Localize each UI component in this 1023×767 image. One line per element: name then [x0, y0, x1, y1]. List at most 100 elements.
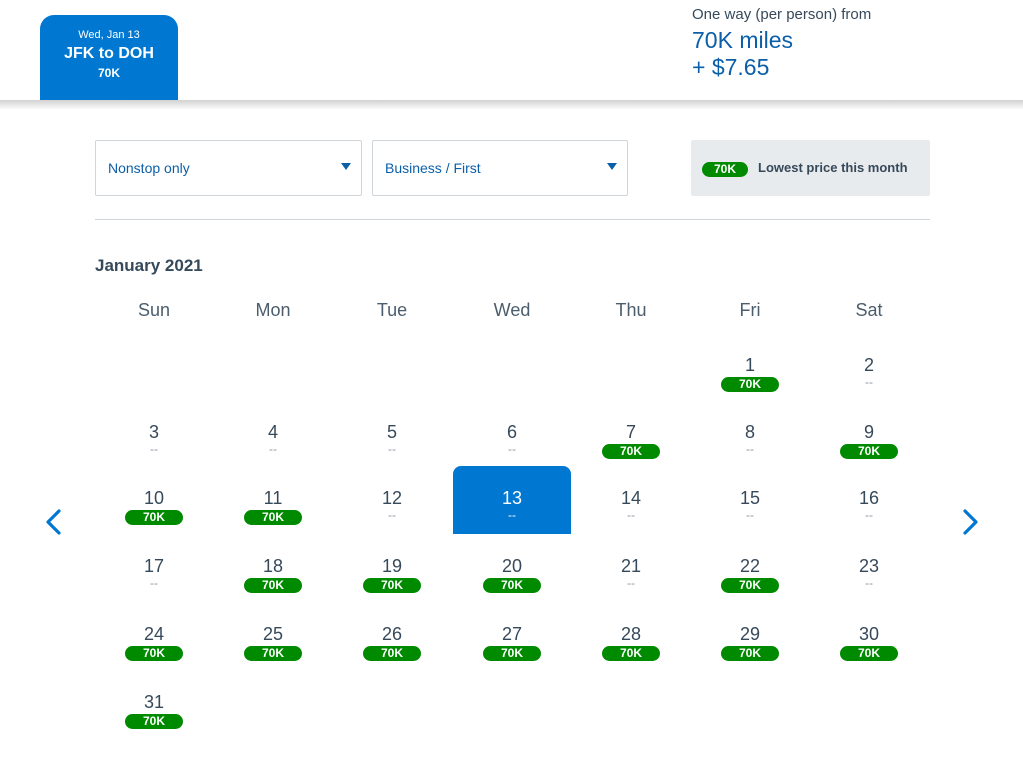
price-badge: 70K [363, 646, 421, 661]
weekday-sat: Sat [855, 300, 883, 320]
day-number: 20 [501, 556, 523, 576]
price-badge: 70K [125, 714, 183, 729]
month-title: January 2021 [95, 256, 203, 275]
no-price-indicator: -- [269, 442, 277, 456]
calendar-day-29[interactable]: 29 70K [691, 616, 809, 682]
cabin-filter-label: Business / First [385, 160, 481, 176]
price-badge: 70K [721, 646, 779, 661]
stops-filter-dropdown[interactable]: Nonstop only [95, 140, 362, 196]
weekday-wed: Wed [493, 300, 531, 320]
day-number: 29 [739, 624, 761, 644]
price-badge: 70K [721, 377, 779, 392]
day-number: 3 [148, 422, 159, 442]
chevron-left-icon[interactable] [42, 508, 66, 536]
day-number: 11 [263, 488, 283, 508]
calendar-day-9[interactable]: 9 70K [810, 414, 928, 480]
selected-date-tab[interactable]: Wed, Jan 13 JFK to DOH 70K [40, 15, 178, 100]
price-badge: 70K [483, 578, 541, 593]
price-badge: 70K [244, 510, 302, 525]
day-number: 8 [744, 422, 755, 442]
day-number: 5 [386, 422, 397, 442]
calendar-day-4[interactable]: 4 -- [214, 414, 332, 480]
calendar-day-24[interactable]: 24 70K [95, 616, 213, 682]
calendar-day-26[interactable]: 26 70K [333, 616, 451, 682]
calendar-day-16[interactable]: 16 -- [810, 480, 928, 546]
weekday-tue: Tue [376, 300, 408, 320]
calendar-day-1[interactable]: 1 70K [691, 347, 809, 413]
weekday-thu: Thu [615, 300, 647, 320]
lowest-price-legend: 70K Lowest price this month [691, 140, 930, 196]
price-badge: 70K [125, 510, 183, 525]
calendar-day-3[interactable]: 3 -- [95, 414, 213, 480]
no-price-indicator: -- [746, 508, 754, 522]
day-number: 25 [262, 624, 284, 644]
calendar-day-14[interactable]: 14 -- [572, 480, 690, 546]
day-number: 10 [143, 488, 165, 508]
no-price-indicator: -- [865, 508, 873, 522]
day-number: 4 [267, 422, 278, 442]
no-price-indicator: -- [508, 508, 516, 522]
calendar-day-10[interactable]: 10 70K [95, 480, 213, 546]
day-number: 7 [625, 422, 636, 442]
day-number: 16 [858, 488, 880, 508]
calendar-day-6[interactable]: 6 -- [453, 414, 571, 480]
chevron-right-icon[interactable] [958, 508, 982, 536]
day-number: 23 [858, 556, 880, 576]
calendar-day-21[interactable]: 21 -- [572, 548, 690, 614]
calendar-day-27[interactable]: 27 70K [453, 616, 571, 682]
day-number: 13 [501, 488, 523, 508]
calendar-day-7[interactable]: 7 70K [572, 414, 690, 480]
calendar-day-15[interactable]: 15 -- [691, 480, 809, 546]
caret-down-icon [607, 163, 617, 170]
price-badge: 70K [244, 578, 302, 593]
calendar-day-13[interactable]: 13 -- [453, 466, 571, 534]
tab-route: JFK to DOH [64, 45, 154, 62]
day-number: 18 [262, 556, 284, 576]
calendar-day-2[interactable]: 2 -- [810, 347, 928, 413]
tab-price: 70K [97, 66, 120, 80]
fare-summary: One way (per person) from 70K miles + $7… [692, 6, 871, 81]
day-number: 30 [858, 624, 880, 644]
calendar-day-17[interactable]: 17 -- [95, 548, 213, 614]
day-number: 17 [143, 556, 165, 576]
no-price-indicator: -- [865, 375, 873, 389]
day-number: 6 [506, 422, 517, 442]
no-price-indicator: -- [150, 576, 158, 590]
fare-label: One way (per person) from [692, 6, 872, 23]
calendar-day-8[interactable]: 8 -- [691, 414, 809, 480]
weekday-fri: Fri [739, 300, 761, 320]
calendar-day-12[interactable]: 12 -- [333, 480, 451, 546]
no-price-indicator: -- [865, 576, 873, 590]
no-price-indicator: -- [627, 508, 635, 522]
calendar-day-23[interactable]: 23 -- [810, 548, 928, 614]
cabin-filter-dropdown[interactable]: Business / First [372, 140, 628, 196]
calendar-day-28[interactable]: 28 70K [572, 616, 690, 682]
day-number: 14 [620, 488, 642, 508]
day-number: 15 [739, 488, 761, 508]
day-number: 26 [381, 624, 403, 644]
no-price-indicator: -- [388, 442, 396, 456]
day-number: 12 [381, 488, 403, 508]
caret-down-icon [341, 163, 351, 170]
no-price-indicator: -- [150, 442, 158, 456]
price-badge: 70K [602, 444, 660, 459]
price-badge: 70K [840, 444, 898, 459]
day-number: 21 [620, 556, 642, 576]
calendar-day-30[interactable]: 30 70K [810, 616, 928, 682]
weekday-sun: Sun [137, 300, 171, 320]
fare-tax: + $7.65 [692, 54, 770, 80]
calendar-day-25[interactable]: 25 70K [214, 616, 332, 682]
lowest-price-text: Lowest price this month [758, 160, 908, 175]
calendar-day-5[interactable]: 5 -- [333, 414, 451, 480]
calendar-day-18[interactable]: 18 70K [214, 548, 332, 614]
day-number: 28 [620, 624, 642, 644]
fare-miles: 70K miles [692, 27, 793, 53]
calendar-day-31[interactable]: 31 70K [95, 684, 213, 750]
price-badge: 70K [483, 646, 541, 661]
calendar-day-20[interactable]: 20 70K [453, 548, 571, 614]
divider [95, 219, 930, 220]
no-price-indicator: -- [627, 576, 635, 590]
calendar-day-11[interactable]: 11 70K [214, 480, 332, 546]
calendar-day-22[interactable]: 22 70K [691, 548, 809, 614]
calendar-day-19[interactable]: 19 70K [333, 548, 451, 614]
